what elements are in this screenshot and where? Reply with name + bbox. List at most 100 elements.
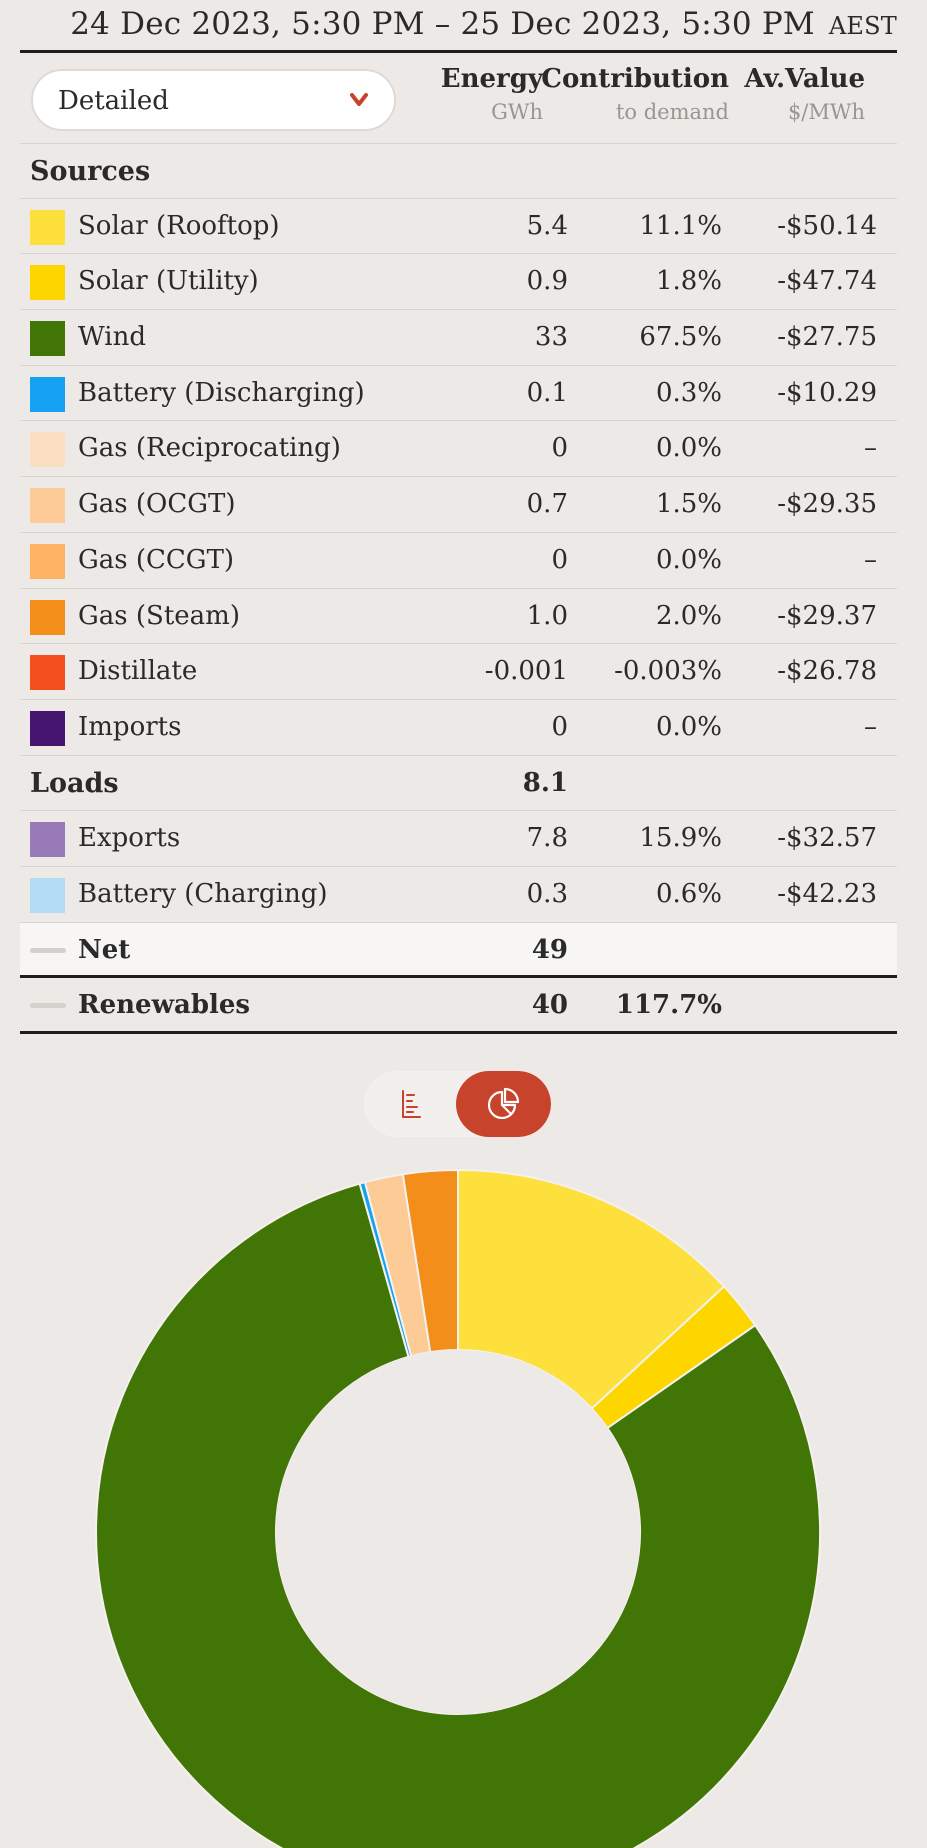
table-row[interactable]: Solar (Utility) 0.9 1.8% -$47.74 xyxy=(20,254,897,311)
row-energy: 33 xyxy=(534,322,568,353)
column-unit-contribution: to demand xyxy=(615,100,729,124)
color-swatch xyxy=(30,599,65,635)
row-name: Imports xyxy=(78,711,182,742)
row-av-value: – xyxy=(864,711,877,742)
row-av-value: -$32.57 xyxy=(777,823,877,854)
row-av-value: -$29.37 xyxy=(777,600,877,631)
row-name: Solar (Rooftop) xyxy=(78,210,280,241)
timezone-label: AEST xyxy=(828,12,897,40)
row-name: Battery (Charging) xyxy=(78,878,328,909)
loads-total: 8.1 xyxy=(522,767,568,798)
row-contribution: 0.3% xyxy=(655,377,722,408)
view-dropdown[interactable]: Detailed xyxy=(31,69,396,131)
row-energy: 1.0 xyxy=(526,600,568,631)
row-name: Distillate xyxy=(78,656,198,687)
color-swatch xyxy=(30,432,65,468)
table-row[interactable]: Distillate -0.001 -0.003% -$26.78 xyxy=(20,644,897,700)
row-contribution: 2.0% xyxy=(655,600,722,631)
column-title-contribution: Contribution xyxy=(541,64,729,94)
color-swatch xyxy=(30,710,65,746)
sources-label: Sources xyxy=(30,156,151,187)
loads-section-header: Loads 8.1 xyxy=(20,756,897,812)
net-row: Net 49 xyxy=(20,922,897,979)
column-header-av-value: Av.Value $/MWh xyxy=(744,64,865,124)
row-name: Gas (Reciprocating) xyxy=(78,433,341,464)
net-label: Net xyxy=(78,934,131,965)
renewables-contribution: 117.7% xyxy=(615,990,722,1021)
row-contribution: 15.9% xyxy=(639,823,722,854)
row-energy: 0 xyxy=(551,544,568,575)
renewables-energy: 40 xyxy=(531,990,568,1021)
table-row[interactable]: Wind 33 67.5% -$27.75 xyxy=(20,310,897,366)
donut-hole xyxy=(276,1350,640,1714)
row-contribution: 1.5% xyxy=(655,489,722,520)
header-divider xyxy=(20,50,897,53)
row-contribution: -0.003% xyxy=(614,656,722,687)
table-row[interactable]: Gas (Steam) 1.0 2.0% -$29.37 xyxy=(20,589,897,645)
renewables-row: Renewables 40 117.7% xyxy=(20,978,897,1034)
table-row[interactable]: Gas (Reciprocating) 0 0.0% – xyxy=(20,421,897,478)
table-row[interactable]: Exports 7.8 15.9% -$32.57 xyxy=(20,811,897,867)
column-title-av-value: Av.Value xyxy=(744,64,865,94)
table-row[interactable]: Battery (Discharging) 0.1 0.3% -$10.29 xyxy=(20,366,897,422)
date-range: 24 Dec 2023, 5:30 PM – 25 Dec 2023, 5:30… xyxy=(70,6,897,42)
row-energy: 0.3 xyxy=(526,878,568,909)
donut-chart xyxy=(95,1168,821,1848)
row-energy: 0.7 xyxy=(526,489,568,520)
renewables-line-marker xyxy=(30,1003,66,1009)
color-swatch xyxy=(30,655,65,691)
row-energy: 0.1 xyxy=(526,377,568,408)
row-av-value: -$42.23 xyxy=(777,878,877,909)
row-contribution: 0.0% xyxy=(655,711,722,742)
bar-chart-icon xyxy=(402,1090,421,1118)
row-contribution: 67.5% xyxy=(639,322,722,353)
column-title-energy: Energy xyxy=(440,64,543,94)
row-name: Solar (Utility) xyxy=(78,266,259,297)
row-name: Exports xyxy=(78,823,181,854)
table-row[interactable]: Battery (Charging) 0.3 0.6% -$42.23 xyxy=(20,867,897,923)
loads-label: Loads xyxy=(30,767,119,799)
color-swatch xyxy=(30,822,65,858)
row-av-value: -$50.14 xyxy=(777,210,877,241)
row-name: Battery (Discharging) xyxy=(78,377,365,408)
pie-chart-button[interactable] xyxy=(456,1071,551,1137)
column-unit-av-value: $/MWh xyxy=(787,100,865,124)
row-contribution: 0.0% xyxy=(655,544,722,575)
row-av-value: -$47.74 xyxy=(777,266,877,297)
net-energy: 49 xyxy=(531,934,568,965)
color-swatch xyxy=(30,209,65,245)
pie-chart-icon xyxy=(487,1087,520,1120)
bar-chart-button[interactable] xyxy=(364,1071,456,1137)
view-dropdown-value: Detailed xyxy=(58,86,169,116)
net-line-marker xyxy=(30,947,66,953)
color-swatch xyxy=(30,877,65,913)
date-range-text: 24 Dec 2023, 5:30 PM – 25 Dec 2023, 5:30… xyxy=(70,6,815,42)
table-row[interactable]: Gas (OCGT) 0.7 1.5% -$29.35 xyxy=(20,477,897,533)
row-contribution: 11.1% xyxy=(639,210,722,241)
energy-table: Sources Solar (Rooftop) 5.4 11.1% -$50.1… xyxy=(20,143,897,1034)
row-av-value: -$29.35 xyxy=(777,489,877,520)
table-row[interactable]: Imports 0 0.0% – xyxy=(20,700,897,756)
row-contribution: 1.8% xyxy=(655,266,722,297)
table-row[interactable]: Gas (CCGT) 0 0.0% – xyxy=(20,533,897,589)
row-av-value: – xyxy=(864,544,877,575)
sources-section-header: Sources xyxy=(20,143,897,199)
row-contribution: 0.6% xyxy=(655,878,722,909)
table-row[interactable]: Solar (Rooftop) 5.4 11.1% -$50.14 xyxy=(20,199,897,255)
row-av-value: -$27.75 xyxy=(777,322,877,353)
row-name: Gas (CCGT) xyxy=(78,544,235,575)
row-energy: 0 xyxy=(551,711,568,742)
row-name: Wind xyxy=(78,322,146,353)
color-swatch xyxy=(30,265,65,301)
row-energy: 7.8 xyxy=(526,823,568,854)
row-energy: 0 xyxy=(551,433,568,464)
row-energy: -0.001 xyxy=(484,656,568,687)
chevron-down-icon xyxy=(350,93,368,106)
row-av-value: – xyxy=(864,433,877,464)
renewables-label: Renewables xyxy=(78,990,251,1021)
row-energy: 0.9 xyxy=(526,266,568,297)
row-av-value: -$10.29 xyxy=(777,377,877,408)
column-header-energy: Energy GWh xyxy=(441,64,543,124)
row-name: Gas (OCGT) xyxy=(78,489,236,520)
